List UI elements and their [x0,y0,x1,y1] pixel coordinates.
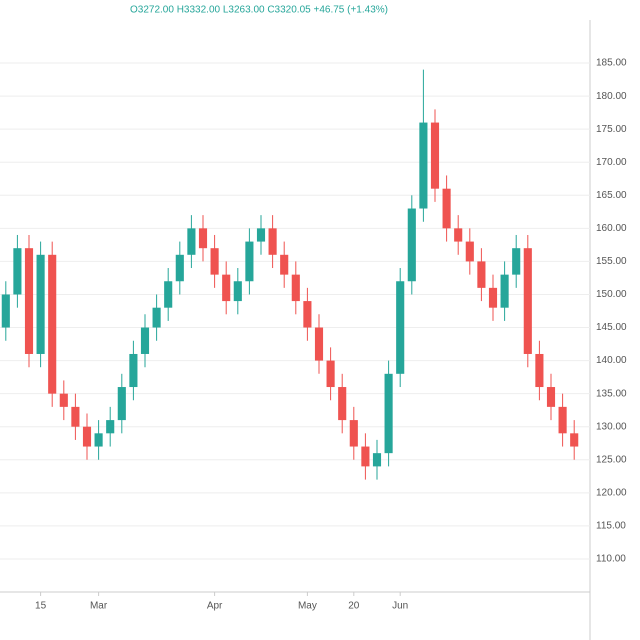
candle-body [117,387,126,421]
candle-body [245,241,254,282]
candle-body [256,228,266,242]
candle-body [233,281,242,302]
y-tick-label: 135.00 [596,388,627,399]
candle-body [59,393,68,407]
candle-body [1,294,10,328]
y-tick-label: 155.00 [596,256,627,267]
x-tick-label: May [298,601,317,612]
candle-body [71,406,80,427]
y-tick-label: 180.00 [596,91,627,102]
y-tick-label: 170.00 [596,157,627,168]
candle-body [430,122,440,189]
candle-body [349,420,358,447]
y-tick-label: 185.00 [596,58,627,69]
y-tick-label: 110.00 [596,554,626,565]
candle-body [500,274,509,308]
candle-body [210,248,219,275]
candle-body [129,353,138,388]
candle-body [36,254,45,354]
candle-body [442,188,451,229]
candle-body [175,254,184,282]
candle-body [361,446,370,467]
x-tick-label: 20 [348,601,360,612]
x-tick-label: 15 [35,601,47,612]
candle-body [396,281,405,374]
y-tick-label: 160.00 [596,223,627,234]
candle-body [326,360,335,388]
y-tick-label: 115.00 [596,521,626,532]
candle-body [512,248,521,275]
ohlc-header: O3272.00 H3332.00 L3263.00 C3320.05 +46.… [130,5,388,16]
candle-body [407,208,416,282]
y-tick-label: 130.00 [596,421,627,432]
candle-body [419,122,428,209]
candle-body [372,453,382,467]
candle-body [13,248,22,295]
y-tick-label: 165.00 [596,190,627,201]
candle-body [338,387,347,421]
candle-body [570,433,579,447]
candle-body [454,228,463,242]
candle-body [384,373,393,454]
candle-body [48,254,57,394]
candle-body [465,241,474,262]
candle-body [523,248,532,354]
candle-body [535,353,544,388]
candle-body [94,433,103,447]
candle-body [477,261,486,288]
y-tick-label: 145.00 [596,322,627,333]
x-tick-label: Jun [392,601,408,612]
candle-body [24,248,34,354]
candle-body [268,228,277,255]
y-tick-label: 140.00 [596,355,627,366]
candle-body [488,287,498,308]
candle-body [82,426,92,447]
candle-body [546,387,556,407]
y-tick-label: 175.00 [596,124,627,135]
candle-body [106,420,115,434]
candle-body [164,281,173,308]
candle-body [222,274,231,302]
candle-body [152,307,161,328]
y-tick-label: 125.00 [596,454,627,465]
x-tick-label: Mar [90,601,108,612]
candle-body [291,274,300,302]
y-tick-label: 150.00 [596,289,627,300]
candle-body [280,254,289,275]
candle-body [314,327,324,361]
candle-body [140,327,150,354]
candle-body [187,228,196,255]
candle-body [303,301,312,328]
candle-body [198,228,208,249]
y-tick-label: 120.00 [596,487,627,498]
candle-body [558,406,567,434]
x-tick-label: Apr [207,601,223,612]
